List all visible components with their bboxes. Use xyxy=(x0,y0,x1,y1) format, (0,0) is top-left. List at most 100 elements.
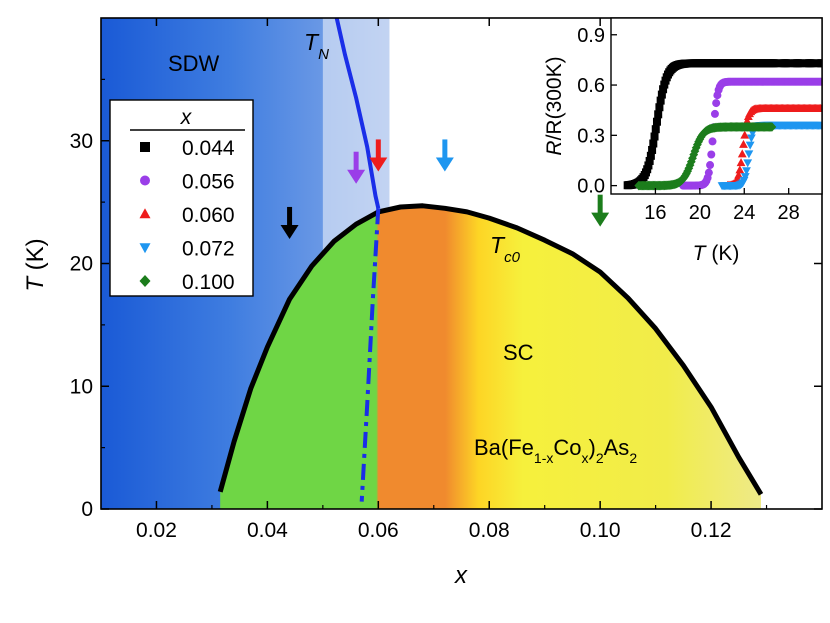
inset-data-point xyxy=(710,109,719,118)
inset-data-point xyxy=(704,168,713,177)
compound-formula: Ba(Fe1-xCox)2As2 xyxy=(474,435,637,466)
tc0-label: Tc0 xyxy=(490,232,521,266)
y-tick-label: 30 xyxy=(70,130,93,153)
inset-y-tick-label: 0.6 xyxy=(577,75,605,97)
inset-x-tick-label: 24 xyxy=(733,202,755,224)
legend-entry-label: 0.072 xyxy=(182,238,235,261)
inset-data-point xyxy=(740,173,750,182)
inset-series xyxy=(634,122,777,191)
inset-frame xyxy=(610,17,823,195)
legend-marker xyxy=(139,275,151,287)
inset-data-point xyxy=(740,130,750,139)
y-axis-label: T (K) xyxy=(22,238,49,291)
x-tick-label: 0.06 xyxy=(358,519,399,542)
inset-data-point xyxy=(654,110,663,119)
inset-series xyxy=(723,103,822,189)
inset-data-point xyxy=(743,159,753,168)
x-tick-label: 0.04 xyxy=(247,519,288,542)
inset-x-tick-label: 16 xyxy=(644,202,666,224)
legend-entry-label: 0.056 xyxy=(182,171,235,194)
inset-series xyxy=(679,77,822,190)
svg-text:T (K): T (K) xyxy=(22,238,49,291)
legend-marker xyxy=(140,175,150,186)
phase-arrow xyxy=(435,139,454,172)
legend-box xyxy=(109,99,254,297)
legend-marker xyxy=(140,142,150,152)
inset-data-point xyxy=(659,85,668,94)
y-tick-label: 0 xyxy=(81,498,93,521)
inset-x-label: T (K) xyxy=(693,242,740,265)
legend-entry-label: 0.100 xyxy=(182,271,235,294)
sc-label: SC xyxy=(503,340,534,365)
inset-x-ticks: 16 20 24 28 xyxy=(644,188,800,224)
inset-data-point xyxy=(706,161,715,170)
inset-y-ticks: 0.0 0.3 0.6 0.9 xyxy=(577,25,617,198)
inset-x-tick-label: 20 xyxy=(689,202,711,224)
phase-arrow xyxy=(369,139,388,172)
legend-entry-label: 0.060 xyxy=(182,204,235,227)
inset-data-point xyxy=(795,59,804,68)
inset-data-point xyxy=(817,77,822,86)
inset-data-point xyxy=(737,149,747,158)
legend-marker xyxy=(139,243,151,254)
legend-entry: 0.100 xyxy=(139,271,235,294)
inset-data-point xyxy=(739,139,748,148)
inset-data-layer xyxy=(623,59,822,191)
legend: x 0.044 0.056 0.060 0.072 0.100 xyxy=(109,99,254,297)
inset-y-label: R/R(300K) xyxy=(543,56,566,155)
inset-y-tick-label: 0.0 xyxy=(577,176,605,198)
legend-marker xyxy=(139,208,151,219)
sdw-label: SDW xyxy=(168,51,220,76)
tn-label: TN xyxy=(304,29,329,63)
y-tick-label: 10 xyxy=(70,375,93,398)
tc-dome-line xyxy=(217,203,764,496)
legend-entry-label: 0.044 xyxy=(182,137,235,160)
main-x-ticks: 0.02 0.04 0.06 0.08 0.10 0.12 xyxy=(136,18,768,542)
y-tick-label: 20 xyxy=(70,253,93,276)
svg-text:R/R(300K): R/R(300K) xyxy=(543,56,566,155)
x-tick-label: 0.12 xyxy=(691,519,732,542)
tn-line-solid xyxy=(334,18,381,209)
legend-entry: 0.060 xyxy=(139,204,235,227)
x-tick-label: 0.02 xyxy=(136,519,177,542)
x-axis-label: x xyxy=(454,562,468,589)
inset-data-point xyxy=(650,132,659,141)
inset-data-point xyxy=(734,170,743,179)
inset-data-point xyxy=(652,117,661,126)
inset-data-point xyxy=(649,139,658,148)
legend-title: x xyxy=(180,106,193,129)
x-tick-label: 0.08 xyxy=(469,519,510,542)
main-axes: 0.02 0.04 0.06 0.08 0.10 0.12 0 10 20 30 xyxy=(70,17,823,542)
inset-data-point xyxy=(783,59,792,68)
main-y-ticks: 0 10 20 30 xyxy=(70,78,822,521)
inset-data-point xyxy=(644,161,653,170)
inset-data-point xyxy=(746,134,756,143)
inset-data-point xyxy=(655,103,664,112)
phase-arrow xyxy=(347,151,366,184)
inset-data-point xyxy=(712,99,721,108)
inset-data-point xyxy=(736,158,746,167)
inset-data-point xyxy=(767,122,777,132)
inset-data-point xyxy=(689,149,699,160)
legend-entry: 0.044 xyxy=(140,137,235,160)
legend-entries: 0.044 0.056 0.060 0.072 0.100 xyxy=(139,137,235,294)
inset-data-point xyxy=(744,150,754,159)
inset-data-point xyxy=(735,165,745,174)
x-tick-label: 0.10 xyxy=(580,519,621,542)
inset-data-point xyxy=(648,145,657,154)
inset-x-tick-label: 28 xyxy=(778,202,800,224)
inset-data-point xyxy=(651,125,660,134)
inset-data-point xyxy=(657,90,666,99)
inset-data-point xyxy=(745,141,755,150)
inset-data-point xyxy=(656,96,665,105)
tn-line-dashed xyxy=(359,208,381,502)
inset-plot: 16 20 24 28 0.0 0.3 0.6 0.9 T (K) R/R(300K) xyxy=(543,17,823,265)
inset-data-point xyxy=(742,167,751,176)
inset-data-point xyxy=(646,151,655,160)
inset-data-point xyxy=(707,150,716,159)
inset-y-tick-label: 0.9 xyxy=(577,25,605,47)
legend-entry: 0.072 xyxy=(139,238,235,261)
inset-data-point xyxy=(808,59,817,68)
inset-data-point xyxy=(817,59,822,68)
